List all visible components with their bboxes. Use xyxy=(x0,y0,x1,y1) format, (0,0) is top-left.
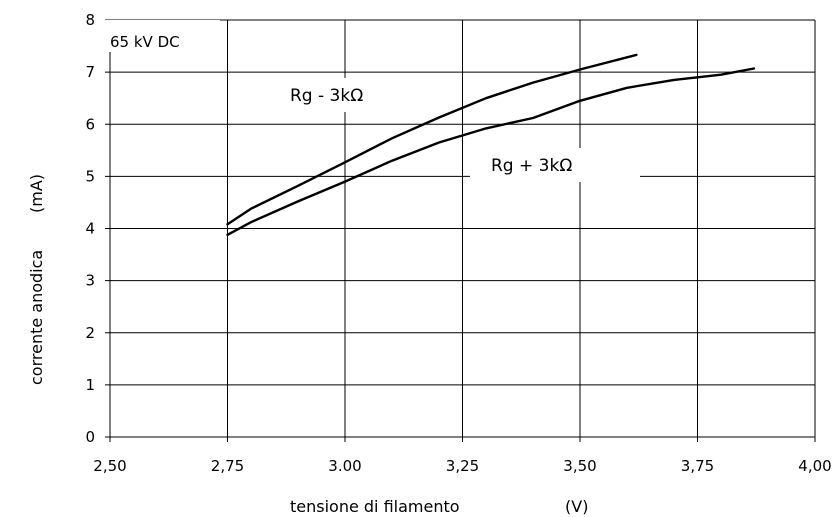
y-axis-unit: (mA) xyxy=(27,174,46,213)
series-line-rg-plus-3k xyxy=(226,67,756,237)
grid xyxy=(110,19,816,437)
corner-label: 65 kV DC xyxy=(110,33,180,51)
y-axis-title: corrente anodica xyxy=(27,250,46,385)
x-tick-label: 3.00 xyxy=(328,457,361,475)
annotation-rg-plus-3k: Rg + 3kΩ xyxy=(491,156,572,176)
series-lines xyxy=(226,53,756,237)
y-tick-labels: 0 1 2 3 4 5 6 7 8 xyxy=(85,11,95,446)
annotation-rg-minus-3k: Rg - 3kΩ xyxy=(290,86,363,106)
y-tick-label: 8 xyxy=(85,11,95,29)
series-line-rg-minus-3k xyxy=(226,53,638,226)
x-tick-label: 3,25 xyxy=(446,457,479,475)
series-annotations: Rg - 3kΩ Rg + 3kΩ xyxy=(275,78,640,182)
x-axis-unit: (V) xyxy=(565,497,588,516)
x-tick-label: 3,50 xyxy=(563,457,596,475)
x-tick-label: 3,75 xyxy=(681,457,714,475)
x-tick-labels: 2,50 2,75 3.00 3,25 3,50 3,75 4,00 xyxy=(93,457,831,475)
axes xyxy=(105,19,816,442)
x-tick-label: 2,75 xyxy=(211,457,244,475)
x-tick-label: 2,50 xyxy=(93,457,126,475)
y-tick-label: 3 xyxy=(85,272,95,290)
annotation-rg-plus-3k-box xyxy=(470,148,640,182)
x-tick-label: 4,00 xyxy=(798,457,831,475)
corner-label-box xyxy=(104,20,220,52)
y-tick-label: 7 xyxy=(85,63,95,81)
y-tick-label: 5 xyxy=(85,167,95,185)
y-tick-label: 4 xyxy=(85,220,95,238)
y-tick-label: 1 xyxy=(85,376,95,394)
y-tick-label: 6 xyxy=(85,115,95,133)
y-tick-label: 2 xyxy=(85,324,95,342)
x-axis-title: tensione di filamento xyxy=(290,497,460,516)
annotation-rg-minus-3k-box xyxy=(275,78,425,112)
y-tick-label: 0 xyxy=(85,428,95,446)
